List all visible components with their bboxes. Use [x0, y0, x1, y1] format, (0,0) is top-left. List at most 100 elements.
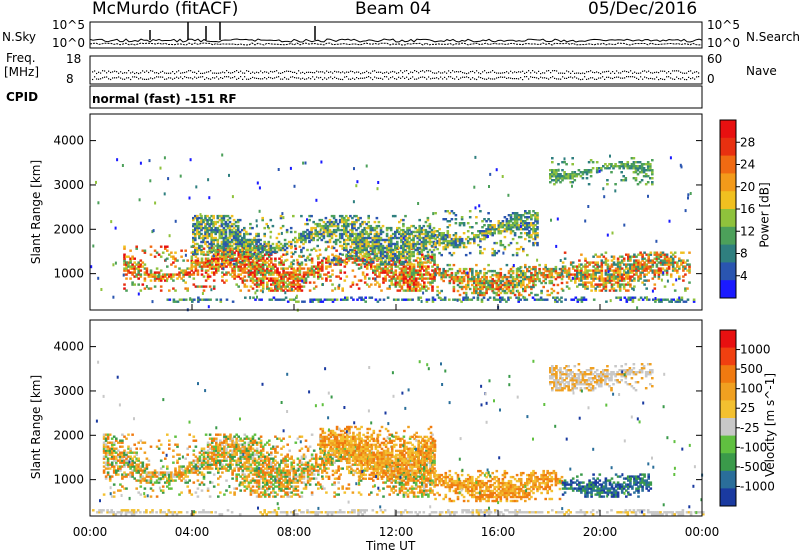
nave-point [658, 79, 660, 81]
freq-point [482, 71, 484, 73]
freq-point [418, 72, 420, 74]
heatmap-cell [442, 241, 445, 245]
freq-point [462, 72, 464, 74]
heatmap-cell [208, 224, 211, 228]
heatmap-cell [123, 263, 126, 266]
freq-point [348, 71, 350, 73]
heatmap-cell [312, 273, 316, 276]
heatmap-cell [182, 298, 186, 301]
heatmap-cell [376, 300, 380, 303]
heatmap-cell [236, 232, 240, 236]
heatmap-cell [418, 250, 421, 254]
freq-point [384, 72, 386, 74]
heatmap-cell [200, 269, 204, 272]
heatmap-cell [576, 271, 579, 274]
heatmap-cell [214, 222, 217, 226]
nave-point [572, 77, 574, 79]
heatmap-cell [580, 269, 583, 272]
heatmap-cell [243, 265, 247, 268]
heatmap-cell [284, 259, 287, 262]
freq-point [680, 71, 682, 73]
heatmap-cell [338, 240, 342, 244]
freq-point [244, 72, 246, 74]
heatmap-cell [454, 235, 458, 239]
heatmap-cell [688, 271, 691, 274]
heatmap-cell [202, 234, 205, 238]
heatmap-cell [290, 251, 293, 254]
heatmap-cell [618, 255, 622, 258]
heatmap-cell [406, 242, 409, 246]
heatmap-cell [266, 283, 269, 286]
heatmap-cell [236, 226, 240, 230]
heatmap-cell [245, 279, 249, 282]
heatmap-cell [534, 230, 537, 233]
heatmap-cell [192, 218, 195, 222]
heatmap-cell [274, 298, 278, 301]
heatmap-cell [555, 175, 558, 178]
freq-point [190, 70, 192, 72]
heatmap-cell [345, 232, 348, 236]
heatmap-cell [635, 265, 638, 268]
freq-point [180, 72, 182, 74]
heatmap-cell [442, 269, 445, 273]
heatmap-cell [473, 235, 476, 239]
heatmap-cell [259, 259, 263, 262]
nave-point [432, 77, 434, 79]
heatmap-cell [574, 296, 578, 299]
heatmap-cell [610, 287, 614, 290]
heatmap-cell [388, 271, 391, 274]
heatmap-cell [243, 242, 246, 246]
heatmap-cell [255, 277, 259, 280]
heatmap-cell [249, 226, 252, 230]
heatmap-cell [536, 235, 539, 239]
freq-point [448, 70, 450, 72]
heatmap-cell [364, 296, 367, 299]
freq-point [428, 70, 430, 72]
heatmap-cell [580, 263, 583, 266]
heatmap-cell [236, 234, 240, 238]
nave-point [162, 76, 164, 78]
heatmap-cell [373, 234, 377, 238]
heatmap-cell [174, 273, 177, 276]
heatmap-cell [204, 232, 207, 236]
heatmap-cell [263, 269, 267, 272]
heatmap-cell [419, 287, 422, 290]
heatmap-cell [241, 263, 245, 266]
heatmap-cell [651, 277, 655, 280]
freq-point [140, 72, 142, 74]
nave-point [344, 76, 346, 78]
heatmap-cell [631, 300, 635, 303]
heatmap-cell [479, 245, 482, 249]
nave-point [278, 76, 280, 78]
heatmap-cell [460, 275, 464, 279]
heatmap-cell [255, 256, 258, 260]
heatmap-cell [387, 238, 391, 242]
heatmap-cell [398, 285, 402, 288]
heatmap-cell [633, 269, 636, 272]
heatmap-cell [220, 214, 224, 218]
heatmap-cell [228, 234, 232, 238]
heatmap-cell [647, 298, 651, 301]
heatmap-cell [184, 287, 187, 290]
heatmap-cell [643, 261, 646, 264]
heatmap-cell [251, 259, 255, 262]
heatmap-cell [233, 269, 236, 272]
heatmap-cell [276, 289, 279, 292]
heatmap-cell [238, 250, 242, 254]
heatmap-cell [436, 265, 439, 269]
heatmap-cell [336, 238, 340, 242]
heatmap-cell [312, 271, 316, 274]
heatmap-cell [600, 289, 604, 292]
heatmap-cell [371, 228, 375, 232]
heatmap-cell [460, 237, 464, 241]
heatmap-cell [316, 222, 319, 226]
heatmap-cell [196, 271, 200, 274]
freq-label-line1: Freq. [6, 51, 36, 65]
heatmap-cell [635, 259, 638, 262]
heatmap-cell [375, 226, 379, 230]
heatmap-cell [341, 287, 344, 290]
heatmap-cell [686, 287, 689, 290]
heatmap-cell [204, 218, 207, 222]
heatmap-cell [602, 283, 606, 286]
heatmap-cell [606, 277, 610, 280]
